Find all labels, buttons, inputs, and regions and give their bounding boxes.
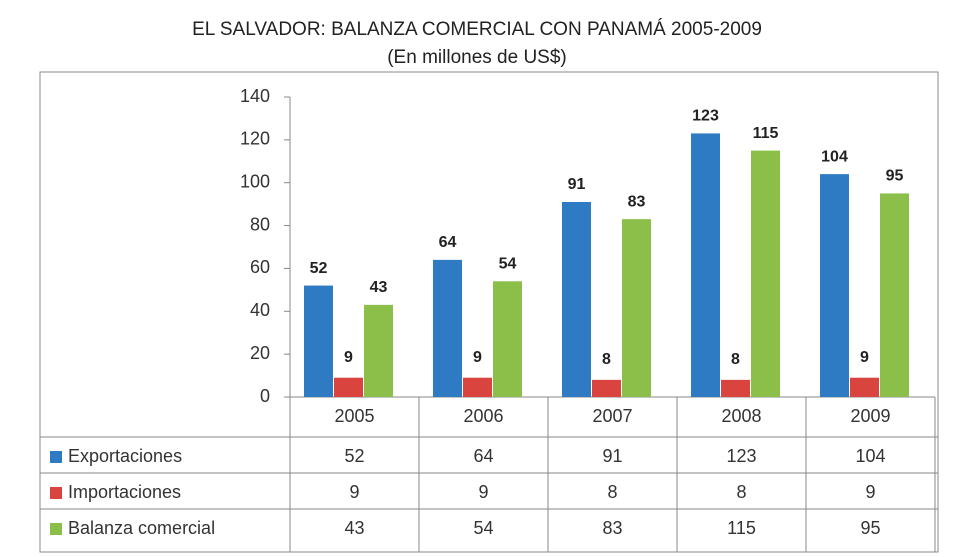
y-tick-label: 140 (240, 86, 270, 106)
y-tick-label: 80 (250, 214, 270, 234)
data-label: 104 (821, 148, 848, 165)
bar (493, 281, 522, 397)
data-label: 9 (473, 349, 482, 366)
chart-subtitle: (En millones de US$) (387, 47, 567, 68)
bar (364, 304, 393, 397)
bar (751, 150, 780, 397)
x-tick-label: 2009 (850, 406, 890, 426)
data-label: 43 (370, 279, 388, 296)
data-label: 64 (439, 234, 457, 251)
table-cell: 54 (473, 518, 493, 538)
data-label: 8 (602, 351, 611, 368)
table-cell: 43 (344, 518, 364, 538)
chart-title: EL SALVADOR: BALANZA COMERCIAL CON PANAM… (192, 19, 762, 40)
bar (334, 377, 363, 397)
data-label: 8 (731, 351, 740, 368)
bar (691, 133, 720, 397)
legend-label: Balanza comercial (68, 518, 215, 538)
data-label: 115 (753, 125, 779, 142)
data-label: 52 (310, 260, 328, 277)
data-label: 54 (499, 256, 517, 273)
table-cell: 83 (602, 518, 622, 538)
y-tick-label: 120 (240, 129, 270, 149)
bar (562, 202, 591, 397)
chart-frame (39, 71, 939, 553)
x-tick-label: 2008 (721, 406, 761, 426)
table-cell: 9 (478, 482, 488, 502)
table-cell: 9 (349, 482, 359, 502)
y-tick-label: 40 (250, 300, 270, 320)
table-cell: 115 (727, 518, 756, 538)
legend-label: Exportaciones (68, 446, 182, 466)
data-label: 83 (628, 193, 646, 210)
bar (820, 174, 849, 397)
bar (592, 379, 621, 397)
y-tick-label: 20 (250, 343, 270, 363)
y-tick-label: 60 (250, 257, 270, 277)
x-tick-label: 2005 (334, 406, 374, 426)
table-cell: 8 (736, 482, 746, 502)
table-cell: 8 (607, 482, 617, 502)
bar (850, 377, 879, 397)
bar (463, 377, 492, 397)
table-cell: 95 (860, 518, 880, 538)
bar (622, 219, 651, 397)
table-cell: 104 (855, 446, 885, 466)
legend-swatch (50, 523, 62, 535)
legend-swatch (50, 487, 62, 499)
y-tick-label: 0 (260, 386, 270, 406)
data-label: 91 (568, 176, 586, 193)
bar (721, 379, 750, 397)
data-label: 9 (344, 349, 353, 366)
bar (433, 259, 462, 397)
y-tick-label: 100 (240, 171, 270, 191)
table-cell: 64 (473, 446, 493, 466)
table-cell: 9 (865, 482, 875, 502)
legend-swatch (50, 451, 62, 463)
data-label: 9 (860, 349, 869, 366)
table-cell: 52 (344, 446, 364, 466)
table-cell: 91 (602, 446, 622, 466)
legend-label: Importaciones (68, 482, 181, 502)
bar (880, 193, 909, 397)
bar (304, 285, 333, 397)
x-tick-label: 2007 (592, 406, 632, 426)
data-label: 123 (692, 108, 719, 125)
table-cell: 123 (726, 446, 756, 466)
x-tick-label: 2006 (463, 406, 503, 426)
data-label: 95 (886, 168, 904, 185)
